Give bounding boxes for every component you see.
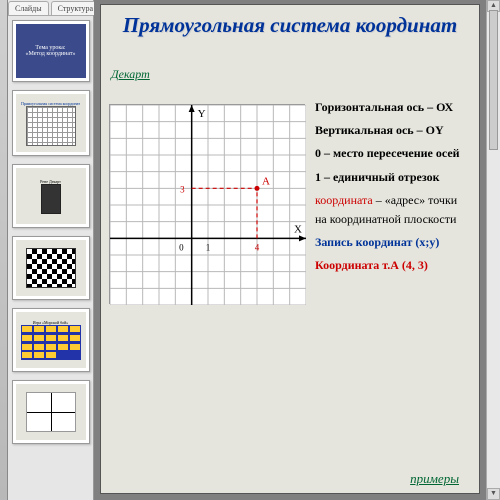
svg-text:X: X — [294, 223, 302, 235]
thumbnail[interactable] — [12, 236, 90, 300]
link-descartes[interactable]: Декарт — [111, 67, 150, 82]
legend-item: Координата т.А (4, 3) — [315, 256, 471, 275]
svg-text:0: 0 — [179, 242, 184, 252]
legend-item: Запись координат (х;y) — [315, 233, 471, 252]
thumbnail[interactable] — [12, 380, 90, 444]
slide-panel: Слайды Структура × Тема урока: «Метод ко… — [8, 0, 94, 500]
vertical-toolbar — [0, 0, 8, 500]
legend-list: Горизонтальная ось – ОХ Вертикальная ось … — [305, 96, 471, 304]
legend-item: 0 – место пересечение осей — [315, 144, 471, 163]
thumbnail[interactable]: Игра «Морской бой» — [12, 308, 90, 372]
slide-title: Прямоугольная система координат — [101, 5, 479, 40]
svg-text:A: A — [262, 175, 270, 187]
scroll-down-icon[interactable]: ▼ — [487, 488, 500, 500]
thumbnail[interactable]: Рене Декарт — [12, 164, 90, 228]
slide-canvas: Прямоугольная система координат Декарт Y… — [94, 0, 486, 500]
thumbnail[interactable]: Прямоугольная система координат — [12, 90, 90, 156]
powerpoint-window: Слайды Структура × Тема урока: «Метод ко… — [0, 0, 500, 500]
tab-slides[interactable]: Слайды — [8, 1, 49, 15]
legend-item: Вертикальная ось – OY — [315, 121, 471, 140]
panel-tabs: Слайды Структура × — [8, 0, 93, 16]
svg-text:Y: Y — [198, 108, 206, 120]
legend-item: координата – «адрес» точки на координатн… — [315, 191, 471, 229]
link-examples[interactable]: примеры — [410, 471, 459, 487]
legend-item: 1 – единичный отрезок — [315, 168, 471, 187]
main-scrollbar[interactable]: ▲ ▼ — [486, 0, 500, 500]
scroll-grip[interactable] — [489, 10, 498, 150]
svg-text:3: 3 — [180, 184, 185, 194]
svg-text:1: 1 — [206, 242, 211, 252]
slide[interactable]: Прямоугольная система координат Декарт Y… — [100, 4, 480, 494]
main-area: Прямоугольная система координат Декарт Y… — [94, 0, 500, 500]
svg-text:4: 4 — [255, 242, 260, 252]
tab-structure[interactable]: Структура — [51, 1, 100, 15]
thumbnail-list: Тема урока: «Метод координат» Прямоугольн… — [8, 16, 93, 500]
legend-item: Горизонтальная ось – ОХ — [315, 98, 471, 117]
coordinate-chart: Y X 0 1 A 3 4 — [109, 104, 305, 304]
thumbnail[interactable]: Тема урока: «Метод координат» — [12, 20, 90, 82]
